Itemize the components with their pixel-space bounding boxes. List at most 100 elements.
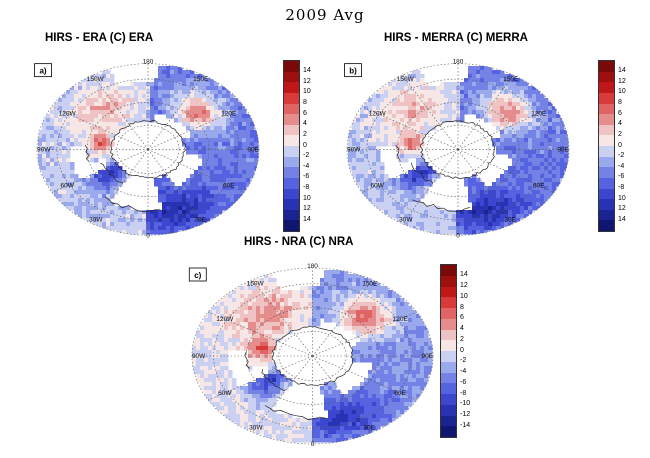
- longitude-label: 30E: [363, 425, 375, 432]
- longitude-label: 90E: [557, 147, 569, 154]
- colorbar-tick-label: -4: [618, 162, 625, 170]
- panel-title-b: HIRS - MERRA (C) MERRA: [384, 32, 528, 44]
- colorbar-segment: [599, 135, 614, 146]
- longitude-label: 150W: [247, 281, 265, 288]
- colorbar-segment: [599, 82, 614, 93]
- colorbar-segment: [441, 361, 456, 373]
- colorbar-tick-label: -2: [618, 152, 625, 160]
- colorbar-tick-label: 10: [460, 292, 468, 300]
- colorbar-tick-label: 14: [303, 215, 311, 223]
- longitude-label: 150E: [503, 76, 519, 83]
- colorbar-tick-label: 2: [460, 335, 464, 343]
- colorbar-tick-label: -6: [618, 173, 625, 181]
- colorbar-segment: [441, 404, 456, 416]
- colorbar-tick-label: 12: [303, 77, 311, 85]
- colorbar-segment: [441, 308, 456, 319]
- colorbar-segment: [284, 61, 299, 72]
- colorbar-tick-label: 10: [303, 194, 311, 202]
- longitude-label: 60W: [218, 390, 232, 397]
- colorbar-tick-label: -6: [303, 173, 310, 181]
- colorbar-strip: [283, 60, 300, 232]
- colorbar-segment: [284, 199, 299, 210]
- colorbar-tick-label: 6: [618, 109, 622, 117]
- map-border: [36, 63, 260, 236]
- longitude-label: 30W: [399, 216, 413, 223]
- colorbar-segment: [441, 329, 456, 341]
- colorbar-segment: [284, 220, 299, 231]
- colorbar-tick-label: -8: [618, 184, 625, 191]
- colorbar-segment: [284, 82, 299, 93]
- colorbar-tick-label: -10: [460, 400, 471, 408]
- colorbar-tick-label: 12: [460, 282, 468, 289]
- longitude-label: 120W: [369, 110, 387, 117]
- polar-map-a: 180 150E 120E 90E 60E 30E 0 30W 60W 90W 120W 150W a): [34, 58, 260, 239]
- colorbar-segment: [599, 167, 614, 178]
- colorbar-segment: [284, 71, 299, 83]
- longitude-label: 120W: [59, 110, 77, 117]
- panel-label: c): [188, 267, 207, 282]
- colorbar-tick-label: 10: [618, 194, 626, 202]
- colorbar-tick-label: 10: [618, 88, 626, 96]
- graticule: [191, 268, 434, 444]
- colorbar-segment: [284, 156, 299, 168]
- colorbar-tick-label: 14: [303, 67, 311, 75]
- colorbar-segment: [441, 340, 456, 351]
- colorbar-strip: [440, 264, 457, 438]
- colorbar-tick-label: 4: [618, 120, 622, 128]
- colorbar-tick-label: 4: [460, 325, 464, 332]
- longitude-label: 60E: [223, 183, 235, 190]
- colorbar-segment: [599, 92, 614, 104]
- colorbar-segment: [284, 92, 299, 104]
- colorbar-segment: [599, 220, 614, 231]
- longitude-label: 180: [307, 263, 318, 270]
- colorbar-segment: [441, 265, 456, 276]
- longitude-label: 90W: [347, 147, 361, 154]
- colorbar-tick-label: -6: [460, 378, 467, 386]
- colorbar-segment: [599, 71, 614, 83]
- colorbar-segment: [441, 372, 456, 384]
- colorbar-tick-label: 8: [460, 303, 464, 311]
- colorbar-segment: [599, 114, 614, 125]
- colorbar-tick-label: -14: [460, 421, 471, 429]
- colorbar-segment: [284, 114, 299, 125]
- colorbar-segment: [284, 103, 299, 115]
- colorbar-segment: [599, 177, 614, 189]
- colorbar-tick-label: -4: [303, 162, 310, 170]
- map-border: [191, 267, 434, 445]
- longitude-label: 90E: [422, 353, 434, 360]
- colorbar-tick-label: 2: [618, 130, 622, 138]
- colorbar-tick-label: -2: [460, 357, 467, 365]
- svg-text:a): a): [39, 67, 46, 76]
- temperature-difference-field: [36, 63, 260, 236]
- colorbar-tick-label: 14: [460, 271, 468, 279]
- figure-title: 2009 Avg: [285, 6, 365, 24]
- longitude-label: 60E: [533, 183, 545, 190]
- colorbar-tick-label: -2: [303, 152, 310, 160]
- colorbar-segment: [284, 124, 299, 136]
- longitude-label: 150E: [193, 76, 209, 83]
- longitude-label: 150W: [397, 76, 415, 83]
- panel-label: a): [34, 63, 52, 78]
- colorbar-segment: [599, 156, 614, 168]
- colorbar-tick-label: -12: [460, 411, 471, 418]
- colorbar-segment: [441, 426, 456, 437]
- colorbar-tick-label: 14: [618, 67, 626, 75]
- longitude-label: 120E: [531, 110, 547, 117]
- colorbar-segment: [441, 394, 456, 405]
- longitude-label: 90E: [247, 147, 259, 154]
- svg-text:b): b): [349, 67, 357, 76]
- colorbar-tick-label: 0: [618, 141, 622, 149]
- colorbar-segment: [599, 124, 614, 136]
- colorbar-segment: [284, 146, 299, 157]
- longitude-label: 60W: [371, 183, 385, 190]
- panel-label: b): [344, 63, 362, 78]
- longitude-label: 120E: [393, 316, 409, 323]
- longitude-label: 90W: [192, 353, 206, 360]
- colorbar-segment: [284, 209, 299, 221]
- polar-map-c: 180 150E 120E 90E 60E 30E 0 30W 60W 90W 120W 150W c): [188, 263, 434, 448]
- longitude-label: 30W: [89, 216, 103, 223]
- graticule: [346, 63, 570, 236]
- longitude-label: 180: [143, 58, 154, 65]
- colorbar-tick-label: 12: [618, 205, 626, 213]
- colorbar-segment: [441, 383, 456, 394]
